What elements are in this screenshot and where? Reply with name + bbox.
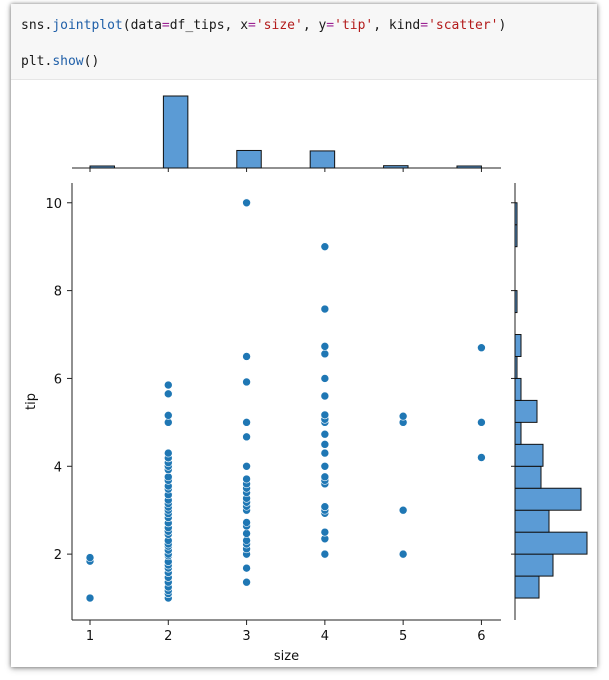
x-tick-label: 5 xyxy=(399,629,407,644)
y-marginal-bar xyxy=(514,421,522,445)
x-tick-label: 1 xyxy=(86,629,94,644)
y-axis-label: tip xyxy=(24,393,39,410)
y-marginal-bar xyxy=(514,465,542,489)
code-token: plt. xyxy=(21,54,53,69)
data-point xyxy=(242,518,251,527)
y-marginal-bar xyxy=(514,553,554,577)
x-marginal-bar xyxy=(89,165,115,169)
x-marginal-bar xyxy=(162,95,189,169)
code-token: jointplot xyxy=(52,18,123,33)
data-point xyxy=(242,418,251,427)
data-point xyxy=(320,461,330,471)
code-token: , xyxy=(302,18,319,33)
code-token: = xyxy=(420,18,429,33)
y-marginal-bar xyxy=(514,202,518,226)
y-tick-label: 4 xyxy=(54,460,62,475)
data-point xyxy=(320,472,330,482)
code-token: y xyxy=(318,18,327,33)
code-token: , xyxy=(373,18,389,33)
x-tick-label: 4 xyxy=(321,629,329,644)
y-marginal-bar xyxy=(514,355,518,379)
code-token: , xyxy=(224,18,241,33)
x-tick-label: 6 xyxy=(477,629,485,644)
data-point xyxy=(320,448,330,458)
data-point xyxy=(320,342,330,351)
data-point xyxy=(320,304,330,314)
x-marginal-bar xyxy=(309,150,336,169)
data-point xyxy=(477,418,486,427)
data-point xyxy=(398,549,408,559)
y-marginal-bar xyxy=(514,443,544,467)
y-marginal-bar xyxy=(514,575,540,599)
data-point xyxy=(242,577,251,587)
code-cell[interactable]: sns.jointplot(data=df_tips, x='size', y=… xyxy=(11,4,597,80)
code-token: kind xyxy=(388,18,421,33)
data-point xyxy=(320,502,330,511)
data-point xyxy=(242,563,251,573)
code-token: () xyxy=(83,54,100,69)
data-point xyxy=(398,411,408,421)
code-token: 'tip' xyxy=(334,18,374,33)
data-point xyxy=(242,198,251,208)
y-marginal-bar xyxy=(514,487,582,511)
notebook-cell: sns.jointplot(data=df_tips, x='size', y=… xyxy=(11,4,597,667)
data-point xyxy=(163,380,173,390)
data-point xyxy=(320,391,330,401)
y-marginal-bar xyxy=(514,399,538,423)
code-token: ( xyxy=(122,18,131,33)
y-tick-label: 10 xyxy=(45,197,62,212)
data-point xyxy=(320,410,330,420)
code-token: = xyxy=(248,18,256,33)
data-point xyxy=(320,549,330,559)
x-tick-label: 3 xyxy=(242,629,250,644)
y-tick-label: 8 xyxy=(54,285,62,300)
code-token: 'scatter' xyxy=(428,18,499,33)
y-marginal-bar xyxy=(514,224,518,248)
code-token: = xyxy=(326,18,335,33)
data-point xyxy=(242,461,251,471)
code-token: data xyxy=(130,18,162,33)
data-point xyxy=(477,343,486,352)
data-point xyxy=(242,377,251,387)
code-token: x xyxy=(240,18,249,33)
data-point xyxy=(85,553,95,562)
code-token: df_tips xyxy=(169,18,225,33)
data-point xyxy=(163,411,173,420)
y-marginal-bar xyxy=(514,290,518,314)
data-point xyxy=(320,242,330,251)
data-point xyxy=(163,389,173,399)
data-point xyxy=(320,527,330,537)
data-point xyxy=(85,593,95,603)
data-point xyxy=(163,448,173,458)
code-token: sns. xyxy=(21,18,53,33)
x-axis-label: size xyxy=(274,649,299,664)
data-point xyxy=(320,429,330,439)
y-marginal-bar xyxy=(514,531,588,555)
data-point xyxy=(320,374,330,383)
code-token: = xyxy=(161,18,170,33)
y-marginal-bar xyxy=(514,334,522,357)
y-tick-label: 6 xyxy=(54,372,62,387)
data-point xyxy=(477,453,486,462)
data-point xyxy=(320,349,330,359)
data-point xyxy=(242,529,251,538)
code-token: ) xyxy=(498,18,507,33)
x-tick-label: 2 xyxy=(164,629,172,644)
x-marginal-bar xyxy=(383,165,409,169)
data-point xyxy=(398,505,408,515)
x-marginal-bar xyxy=(456,165,482,169)
y-marginal-bar xyxy=(514,377,522,401)
code-text: sns.jointplot(data=df_tips, x='size', y=… xyxy=(21,17,506,71)
data-point xyxy=(242,432,251,442)
data-point xyxy=(320,440,330,449)
y-tick-label: 2 xyxy=(54,548,62,563)
code-token: show xyxy=(52,54,84,69)
x-marginal-bar xyxy=(236,149,262,169)
y-marginal-bar xyxy=(514,509,550,533)
data-point xyxy=(242,474,251,484)
data-point xyxy=(242,352,251,361)
code-token: 'size' xyxy=(255,18,303,33)
